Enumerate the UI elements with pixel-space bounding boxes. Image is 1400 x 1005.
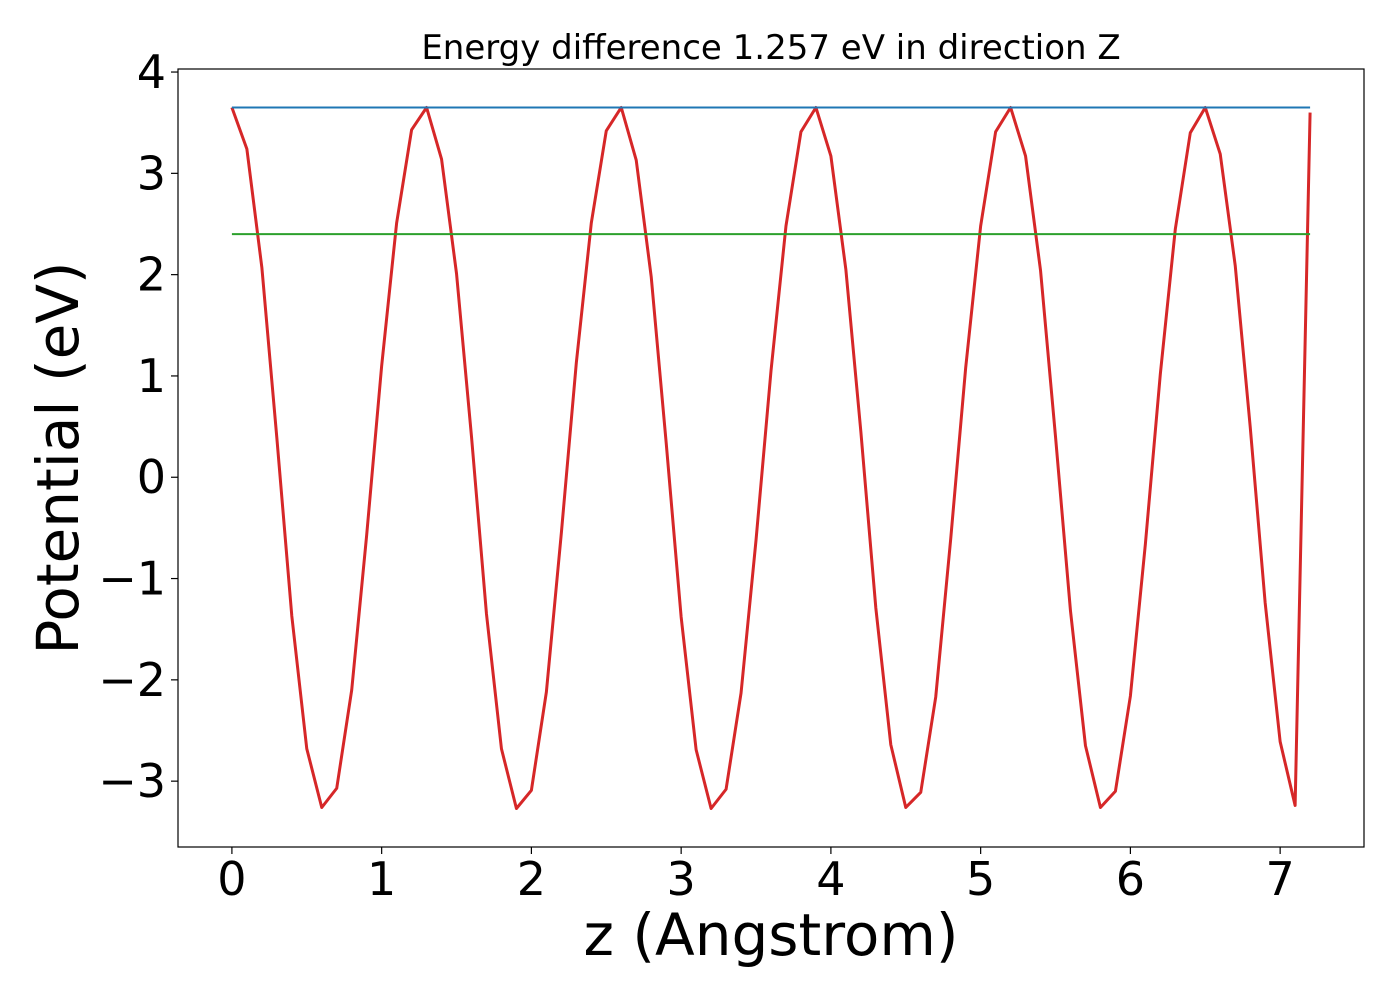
potential-curve <box>230 105 1312 811</box>
x-tick-label: 2 <box>517 852 546 906</box>
x-tick-label: 7 <box>1266 852 1295 906</box>
x-tick-label: 1 <box>367 852 396 906</box>
y-axis-label: Potential (eV) <box>24 261 92 654</box>
x-tick-label: 4 <box>816 852 845 906</box>
x-tick-label: 6 <box>1116 852 1145 906</box>
y-tick-label: −1 <box>98 552 166 606</box>
y-axis-ticks: −3 −2 −1 0 1 2 3 4 <box>98 45 178 808</box>
x-axis-label: z (Angstrom) <box>584 901 959 969</box>
y-tick-label: 0 <box>137 450 166 504</box>
x-axis-ticks: 0 1 2 3 4 5 6 7 <box>217 847 1295 906</box>
x-tick-label: 0 <box>217 852 246 906</box>
y-tick-label: −2 <box>98 653 166 707</box>
y-tick-label: 4 <box>137 45 166 99</box>
x-tick-label: 3 <box>667 852 696 906</box>
y-tick-label: 2 <box>137 248 166 302</box>
y-tick-label: 1 <box>137 349 166 403</box>
series-layer <box>230 105 1312 811</box>
x-tick-label: 5 <box>966 852 995 906</box>
plot-frame <box>177 68 1365 848</box>
chart-title: Energy difference 1.257 eV in direction … <box>421 28 1120 68</box>
y-tick-label: 3 <box>137 146 166 200</box>
y-tick-label: −3 <box>98 754 166 808</box>
